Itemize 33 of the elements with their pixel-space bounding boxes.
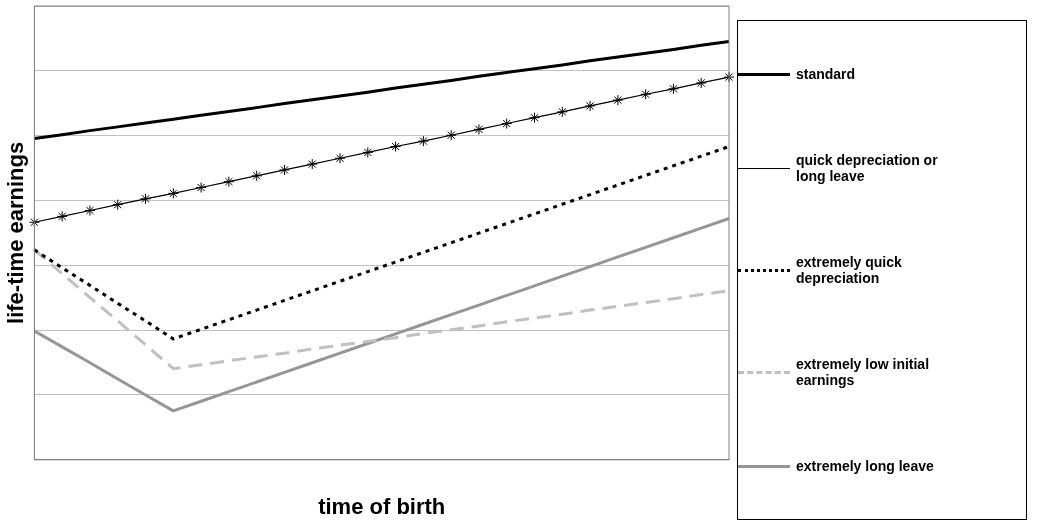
point xyxy=(140,193,152,205)
legend-label: standard xyxy=(796,66,857,82)
point xyxy=(417,135,429,147)
x-axis-title: time of birth xyxy=(318,493,446,519)
point xyxy=(84,205,96,217)
point xyxy=(390,141,402,153)
point xyxy=(529,112,541,124)
legend-label: quick depreciation or long leave xyxy=(796,152,939,184)
point xyxy=(612,94,624,106)
point xyxy=(667,83,679,95)
point xyxy=(112,199,124,211)
legend-label: extremely long leave xyxy=(796,458,935,474)
point xyxy=(195,182,207,194)
point xyxy=(695,77,707,89)
legend-label: extremely quick depreciation xyxy=(796,254,903,286)
point xyxy=(556,106,568,118)
point xyxy=(445,129,457,141)
point xyxy=(223,176,235,188)
point xyxy=(278,164,290,176)
point xyxy=(501,118,513,130)
point xyxy=(56,210,68,222)
point xyxy=(473,123,485,135)
point xyxy=(362,146,374,158)
point xyxy=(306,158,318,170)
point xyxy=(584,100,596,112)
point xyxy=(723,71,735,83)
point xyxy=(28,216,40,228)
point xyxy=(640,88,652,100)
point xyxy=(334,152,346,164)
y-axis-title: life-time earnings xyxy=(3,141,29,324)
legend-label: extremely low initial earnings xyxy=(796,356,931,388)
point xyxy=(251,170,263,182)
point xyxy=(167,187,179,199)
